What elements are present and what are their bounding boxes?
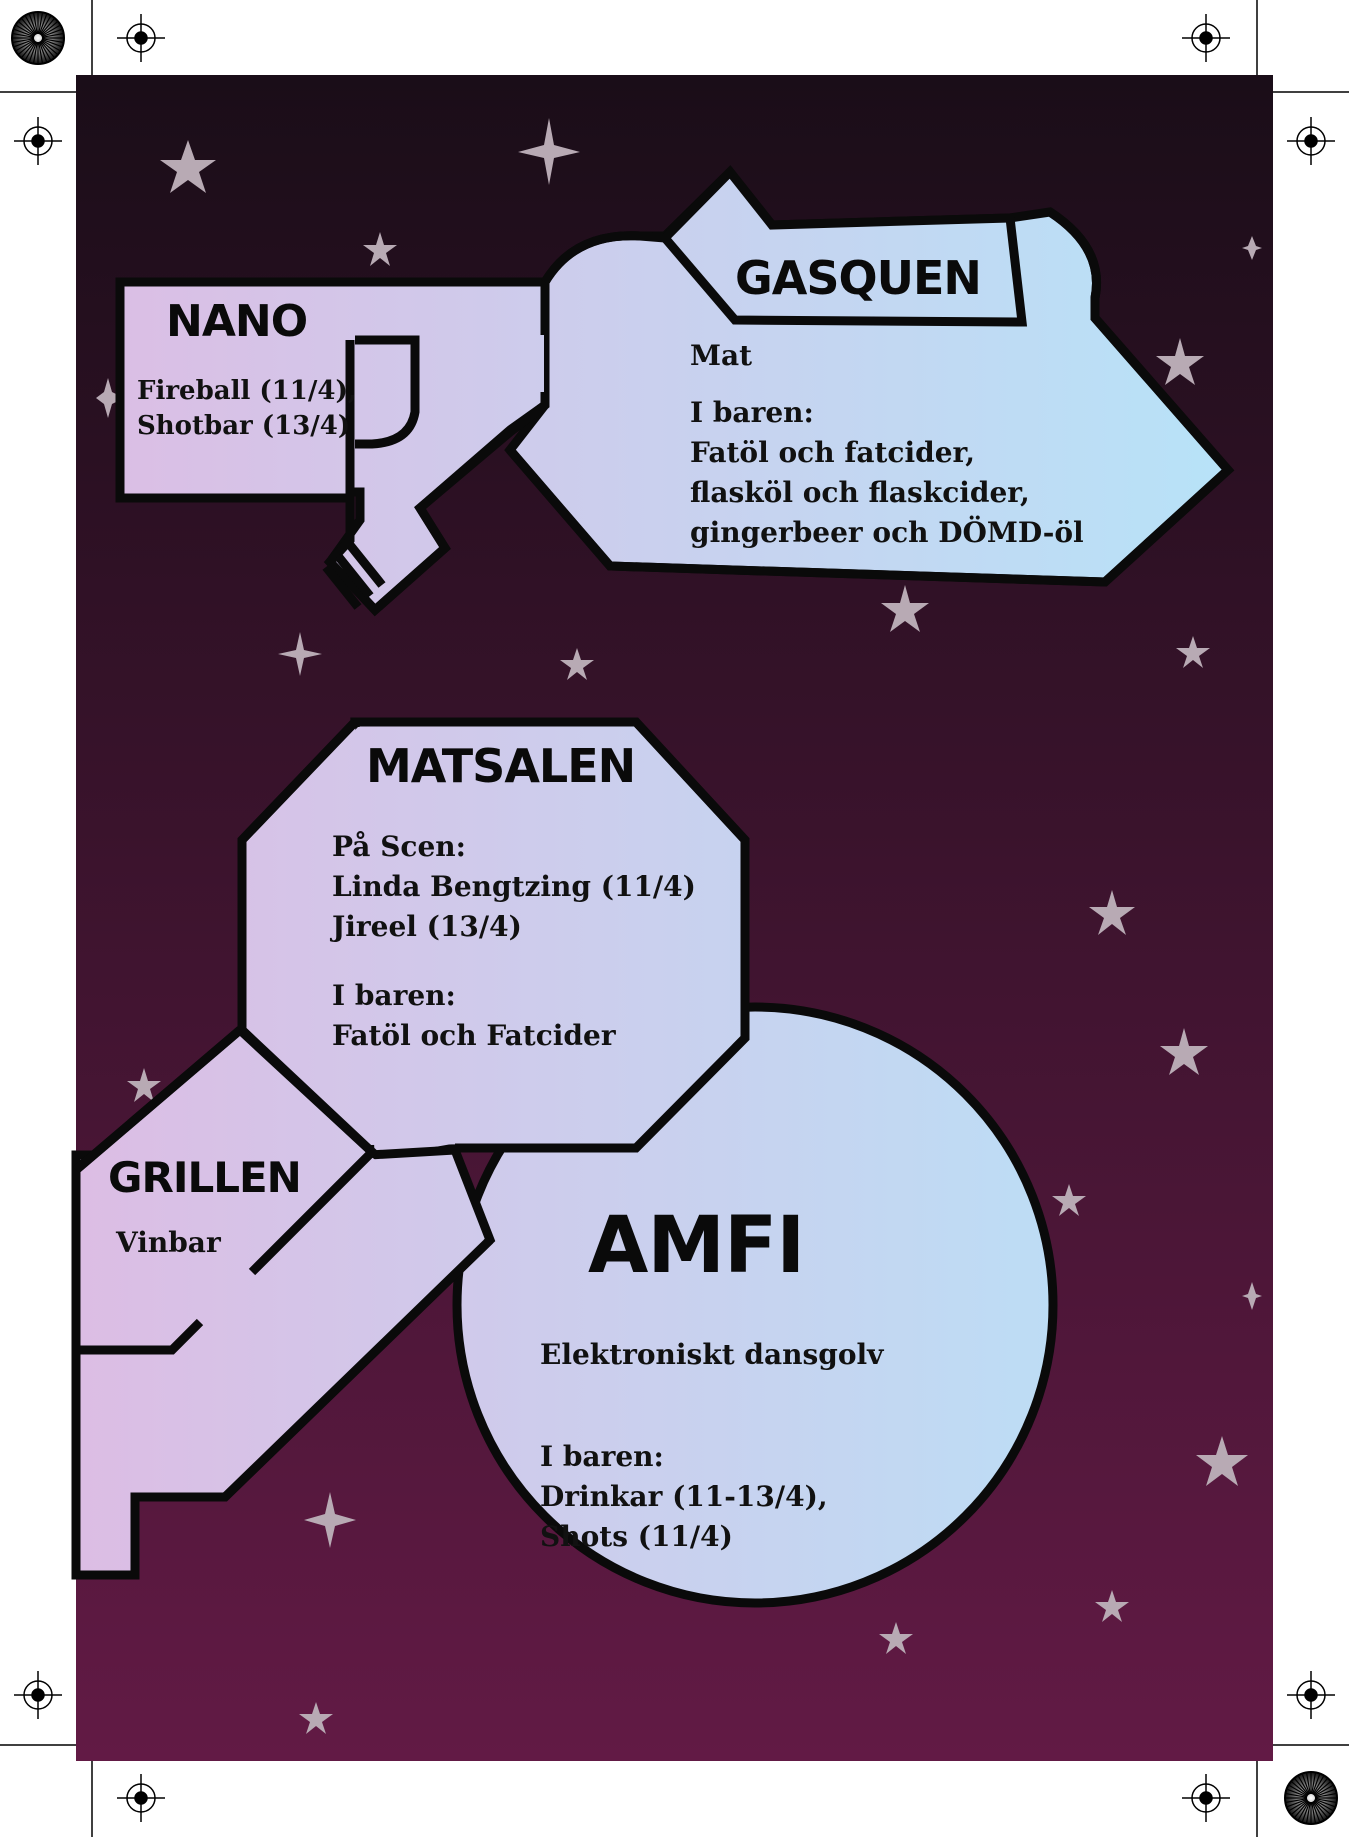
sunburst-icon [1284,1771,1338,1825]
room-nano-line-2: Shotbar (13/4) [137,411,350,441]
stars [96,118,1262,1734]
crosshair-icon [1287,1671,1335,1719]
room-matsalen-stage-heading: På Scen: [332,830,466,863]
room-matsalen-bar-heading: I baren: [332,979,456,1012]
star-icon [1160,1028,1208,1075]
room-gasquen-bar-line-1: Fatöl och fatcider, [690,436,975,469]
room-nano-line-1: Fireball (11/4), [137,376,357,406]
star-icon [1242,236,1262,260]
interior-walls [73,165,1235,1580]
room-gasquen-bar-heading: I baren: [690,396,814,429]
room-amfi-bar-line-1: Drinkar (11-13/4), [540,1480,828,1513]
star-icon [278,632,322,676]
star-icon [881,585,929,632]
room-grillen-title: GRILLEN [108,1153,301,1202]
crosshair-icon [117,1774,165,1822]
room-matsalen-title: MATSALEN [366,739,635,793]
star-icon [96,378,124,418]
room-nano-title: NANO [166,296,307,347]
room-gasquen-bar-line-2: flasköl och flaskcider, [690,476,1030,509]
room-amfi-bar-heading: I baren: [540,1440,664,1473]
star-icon [879,1622,913,1654]
star-icon [363,232,397,266]
room-matsalen-stage-line-2: Jireel (13/4) [329,910,522,943]
star-icon [1095,1590,1129,1622]
room-amfi-title: AMFI [588,1201,804,1291]
room-gasquen-title: GASQUEN [735,251,981,305]
star-icon [160,140,216,193]
star-icon [1156,338,1204,385]
room-gasquen-food: Mat [690,339,752,372]
room-amfi-bar-line-2: Shots (11/4) [540,1520,733,1553]
room-gasquen-bar-line-3: gingerbeer och DÖMD-öl [690,515,1084,549]
crosshair-icon [1287,117,1335,165]
star-icon [1242,1282,1262,1310]
crosshair-icon [117,14,165,62]
crosshair-icon [1182,14,1230,62]
star-icon [518,118,580,185]
room-amfi-shape [452,1002,1058,1608]
crosshair-icon [14,1671,62,1719]
star-icon [1089,890,1135,935]
registration-marks [14,14,1335,1822]
crosshair-icon [14,117,62,165]
room-matsalen-stage-line-1: Linda Bengtzing (11/4) [332,870,696,903]
star-icon [1196,1436,1248,1486]
star-icon [299,1702,333,1734]
sunburst-icon [11,11,65,65]
crosshair-icon [1182,1774,1230,1822]
star-icon [304,1492,356,1548]
room-amfi-line: Elektroniskt dansgolv [540,1338,884,1371]
star-icon [127,1068,161,1102]
star-icon [1176,636,1210,668]
room-grillen-line: Vinbar [115,1226,222,1259]
room-matsalen-bar-line-1: Fatöl och Fatcider [332,1019,617,1052]
star-icon [560,648,594,680]
star-icon [1052,1184,1086,1216]
